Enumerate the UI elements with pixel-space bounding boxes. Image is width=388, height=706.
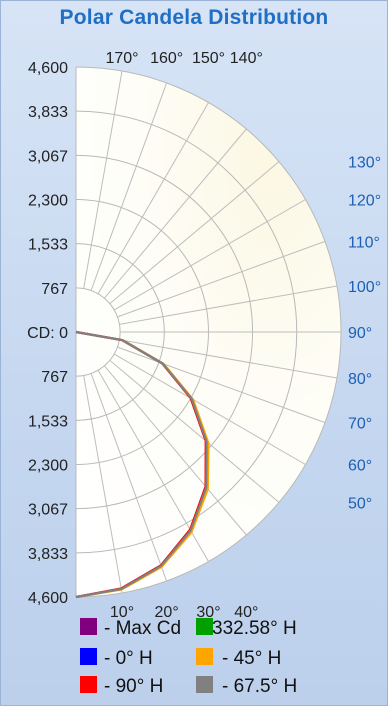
angle-label-bottom-2: 30°: [196, 604, 220, 621]
cd-prefix: CD:: [27, 325, 55, 342]
radial-tick-upper-2: 3,067: [28, 148, 68, 165]
angle-label-bottom-1: 20°: [155, 604, 179, 621]
radial-tick-lower-1: 1,533: [28, 413, 68, 430]
grid-spoke-40: [104, 365, 247, 536]
legend-swatch-4: [80, 676, 97, 693]
radial-tick-upper-3: 2,300: [28, 193, 68, 210]
grid-spoke-150: [97, 102, 209, 295]
grid-spoke-140: [104, 128, 247, 299]
legend-swatch-1: [196, 618, 213, 635]
angle-label-right-5: 80°: [348, 371, 372, 388]
legend-swatch-5: [196, 676, 213, 693]
radial-tick-lower-2: 2,300: [28, 458, 68, 475]
angle-label-right-3: 100°: [348, 279, 381, 296]
grid-spoke-130: [109, 161, 280, 304]
series-layer: [75, 330, 210, 599]
radial-tick-lower-5: 4,600: [28, 590, 68, 607]
angle-label-top-2: 150°: [192, 50, 225, 67]
angle-label-bottom-3: 40°: [234, 604, 258, 621]
radial-tick-upper-1: 3,833: [28, 104, 68, 121]
grid-spoke-80: [119, 339, 338, 379]
radial-tick-labels: 4,600 3,833 3,067 2,300 1,533 767 767 1,533 2,30…: [28, 60, 68, 607]
legend: - Max Cd 332.58° H - 0° H - 45° H - 90° H - 6…: [80, 618, 297, 697]
angle-label-top-3: 140°: [230, 50, 263, 67]
series-line-3: [75, 330, 208, 599]
angle-label-right-8: 50°: [348, 495, 372, 512]
grid-spoke-20: [90, 373, 168, 582]
angle-label-right-0: 130°: [348, 155, 381, 172]
cd-zero: 0: [59, 325, 68, 342]
grid-spoke-110: [117, 240, 326, 318]
radial-tick-lower-3: 3,067: [28, 502, 68, 519]
grid-spoke-10: [83, 375, 123, 594]
grid-spoke-60: [113, 353, 306, 465]
grid-spoke-170: [83, 70, 123, 289]
chart-title: Polar Candela Distribution: [59, 6, 329, 29]
legend-label-1: 332.58° H: [212, 618, 297, 639]
angle-label-right-4: 90°: [348, 325, 372, 342]
legend-swatch-0: [80, 618, 97, 635]
grid-spoke-160: [90, 82, 168, 291]
radial-tick-upper-0: 4,600: [28, 60, 68, 77]
grid-spoke-120: [113, 199, 306, 311]
angle-label-right-6: 70°: [348, 416, 372, 433]
legend-label-2: - 0° H: [104, 648, 153, 669]
legend-label-4: - 90° H: [104, 676, 163, 697]
angle-tick-labels: 170° 160° 150° 140° 130° 120° 110° 100° 90° 80° 70…: [105, 50, 381, 621]
legend-label-0: - Max Cd: [104, 618, 181, 639]
legend-label-3: - 45° H: [222, 648, 281, 669]
angle-label-right-2: 110°: [348, 234, 380, 251]
grid-spoke-70: [117, 346, 326, 424]
radial-center-label: CD: 0: [27, 325, 68, 342]
legend-label-5: - 67.5° H: [222, 676, 297, 697]
legend-swatch-2: [80, 648, 97, 665]
grid-spoke-50: [109, 360, 280, 503]
radial-tick-upper-4: 1,533: [28, 237, 68, 254]
angle-label-bottom-0: 10°: [110, 604, 134, 621]
angle-label-right-7: 60°: [348, 458, 372, 475]
radial-tick-lower-4: 3,833: [28, 546, 68, 563]
grid-spoke-100: [119, 285, 338, 325]
angle-label-top-1: 160°: [150, 50, 183, 67]
radial-tick-lower-0: 767: [41, 369, 68, 386]
angle-label-right-1: 120°: [348, 193, 381, 210]
radial-tick-upper-5: 767: [41, 281, 68, 298]
angle-label-top-0: 170°: [105, 50, 138, 67]
legend-swatch-3: [196, 648, 213, 665]
